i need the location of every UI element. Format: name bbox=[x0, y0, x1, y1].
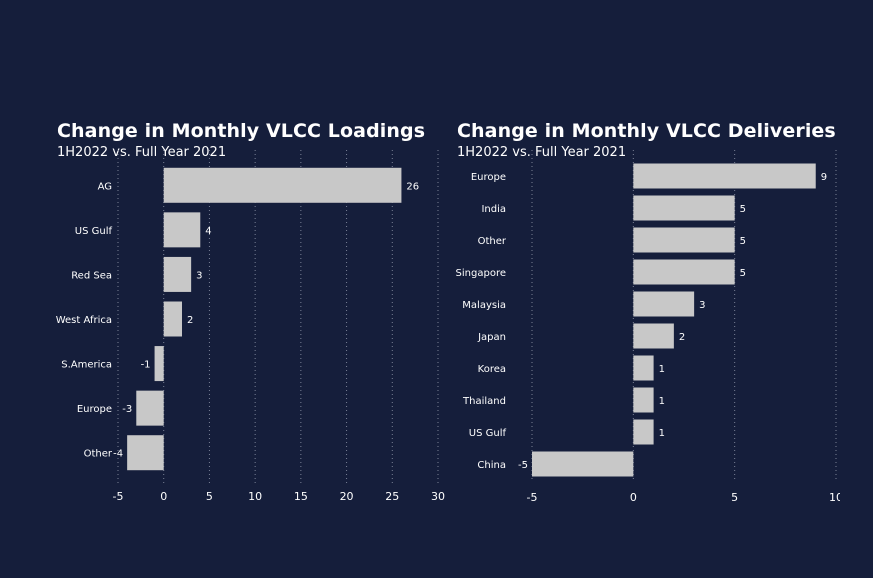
loadings-x-tick-label: 10 bbox=[248, 490, 262, 503]
loadings-data-label: -3 bbox=[122, 404, 132, 415]
loadings-category-label: West Africa bbox=[56, 315, 112, 326]
loadings-bar[interactable] bbox=[163, 167, 402, 203]
loadings-data-label: -4 bbox=[113, 449, 123, 460]
loadings-chart-subtitle: 1H2022 vs. Full Year 2021 bbox=[57, 145, 227, 160]
loadings-category-label: Other bbox=[84, 449, 113, 460]
loadings-bar[interactable] bbox=[163, 256, 192, 292]
loadings-x-tick-label: 20 bbox=[340, 490, 354, 503]
loadings-chart-title: Change in Monthly VLCC Loadings bbox=[57, 120, 426, 142]
loadings-category-label: US Gulf bbox=[75, 226, 113, 237]
loadings-x-tick-label: 30 bbox=[431, 490, 445, 503]
loadings-data-label: 26 bbox=[406, 181, 419, 192]
loadings-x-tick-label: 5 bbox=[206, 490, 213, 503]
loadings-bar[interactable] bbox=[163, 212, 201, 248]
loadings-x-tick-label: 25 bbox=[385, 490, 399, 503]
loadings-bar[interactable] bbox=[136, 390, 164, 426]
deliveries-chart-title: Change in Monthly VLCC Deliveries bbox=[457, 120, 836, 142]
loadings-data-label: 4 bbox=[205, 226, 211, 237]
loadings-data-label: 2 bbox=[187, 315, 193, 326]
loadings-bar[interactable] bbox=[163, 301, 182, 337]
loadings-x-tick-label: 0 bbox=[160, 490, 167, 503]
loadings-data-label: -1 bbox=[141, 360, 151, 371]
loadings-bar[interactable] bbox=[127, 435, 164, 471]
loadings-category-label: S.America bbox=[61, 360, 112, 371]
loadings-category-label: Red Sea bbox=[71, 270, 112, 281]
loadings-data-label: 3 bbox=[196, 270, 202, 281]
loadings-category-label: Europe bbox=[77, 404, 112, 415]
loadings-x-tick-label: 15 bbox=[294, 490, 308, 503]
deliveries-chart-subtitle: 1H2022 vs. Full Year 2021 bbox=[457, 145, 627, 160]
loadings-x-tick-label: -5 bbox=[113, 490, 124, 503]
loadings-bar[interactable] bbox=[154, 346, 164, 382]
loadings-category-label: AG bbox=[98, 181, 112, 192]
